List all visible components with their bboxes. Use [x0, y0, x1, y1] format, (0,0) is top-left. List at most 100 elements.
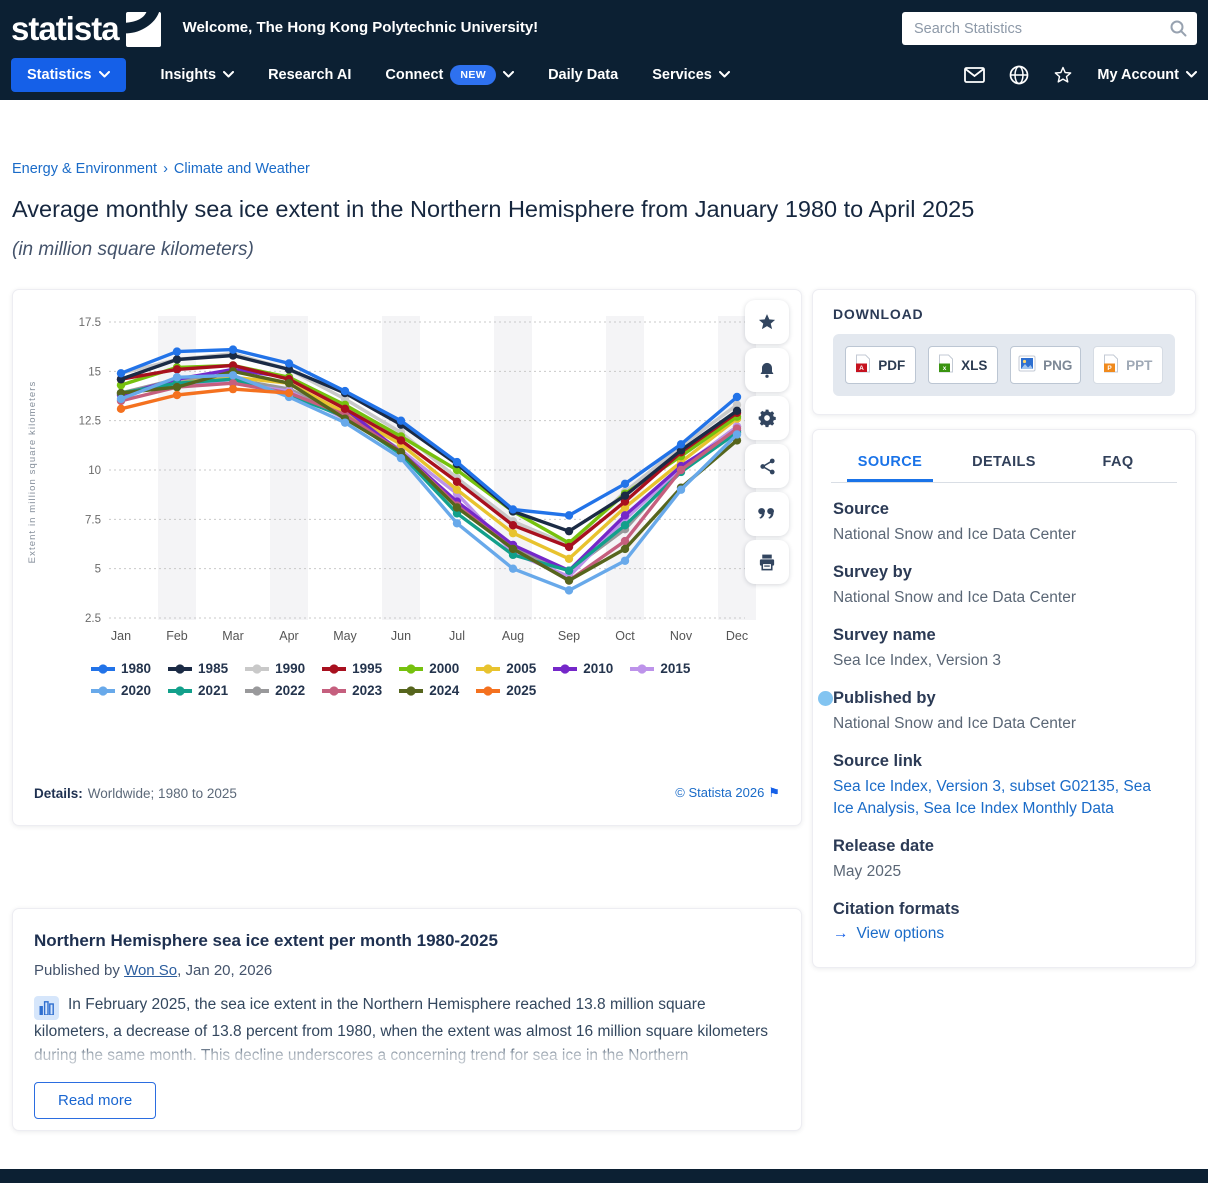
published-by-prefix: Published by: [34, 962, 125, 979]
download-card: DOWNLOAD A PDF x XLS PNG P PPT: [812, 289, 1196, 415]
section-source-link: Source link Sea Ice Index, Version 3, sub…: [833, 752, 1175, 820]
svg-text:Apr: Apr: [279, 629, 298, 643]
svg-text:Aug: Aug: [502, 629, 524, 643]
search-input[interactable]: [902, 12, 1197, 45]
svg-text:10: 10: [88, 465, 101, 477]
legend-item-1990[interactable]: 1990: [245, 661, 305, 676]
nav-insights[interactable]: Insights: [160, 67, 235, 83]
legend-item-2000[interactable]: 2000: [399, 661, 459, 676]
svg-text:Mar: Mar: [222, 629, 244, 643]
nav-services-label: Services: [652, 66, 712, 83]
svg-text:17.5: 17.5: [79, 317, 101, 329]
legend-item-2023[interactable]: 2023: [322, 683, 382, 698]
globe-icon[interactable]: [1009, 65, 1029, 85]
author-link[interactable]: Won So: [124, 962, 178, 979]
my-account-menu[interactable]: My Account: [1097, 67, 1197, 83]
section-heading: Published by: [833, 689, 936, 707]
nav-statistics-label: Statistics: [27, 66, 92, 83]
section-value: Sea Ice Index, Version 3: [833, 652, 1002, 669]
svg-text:15: 15: [88, 366, 101, 378]
nav-services[interactable]: Services: [652, 67, 730, 83]
statista-logo-text: statista: [11, 9, 120, 47]
legend-label: 1995: [352, 661, 383, 676]
legend-marker-icon: [322, 685, 347, 696]
nav-research-ai[interactable]: Research AI: [268, 67, 351, 83]
nav-connect[interactable]: Connect NEW: [385, 64, 515, 85]
download-pdf-button[interactable]: A PDF: [845, 346, 916, 384]
breadcrumb-separator: ›: [163, 161, 168, 177]
svg-text:Jul: Jul: [449, 629, 465, 643]
svg-text:Sep: Sep: [558, 629, 580, 643]
legend-label: 2010: [583, 661, 614, 676]
citation-section: Citation formats → View options: [833, 900, 1175, 943]
source-tabs: SOURCE DETAILS FAQ: [833, 448, 1175, 482]
statista-logo[interactable]: statista: [11, 9, 161, 47]
legend-marker-icon: [399, 685, 424, 696]
view-options-link[interactable]: → View options: [833, 925, 1175, 943]
svg-text:12.5: 12.5: [79, 416, 101, 428]
notification-bell-icon[interactable]: [745, 348, 789, 392]
welcome-message: Welcome, The Hong Kong Polytechnic Unive…: [182, 19, 539, 36]
section-heading: Survey by: [833, 563, 912, 581]
source-panel: SOURCE DETAILS FAQ Source National Snow and…: [812, 429, 1196, 968]
legend-item-2025[interactable]: 2025: [476, 683, 536, 698]
section-heading: Release date: [833, 837, 934, 855]
description-text: In February 2025, the sea ice extent in …: [34, 996, 769, 1064]
chevron-down-icon: [503, 71, 515, 78]
statista-logo-mark-icon: [125, 11, 161, 47]
series-2025[interactable]: [116, 384, 294, 414]
tab-source[interactable]: SOURCE: [833, 448, 947, 482]
search-icon[interactable]: [1169, 19, 1188, 38]
print-icon[interactable]: [745, 540, 789, 584]
legend-item-2021[interactable]: 2021: [168, 683, 228, 698]
flag-icon: ⚑: [768, 785, 780, 800]
legend-label: 2020: [121, 683, 152, 698]
tab-details[interactable]: DETAILS: [972, 454, 1036, 470]
new-badge: NEW: [450, 64, 497, 85]
download-xls-button[interactable]: x XLS: [927, 346, 998, 384]
legend-item-2015[interactable]: 2015: [630, 661, 690, 676]
legend-label: 2022: [275, 683, 306, 698]
legend-item-2024[interactable]: 2024: [399, 683, 459, 698]
favorites-star-icon[interactable]: [1053, 65, 1073, 85]
legend-label: 2005: [506, 661, 537, 676]
section-heading: Source: [833, 500, 889, 518]
sea-ice-line-chart[interactable]: 17.5 15 12.5 10 7.5 5 2.5 Jan Feb Mar Apr May Jun Jul…: [23, 304, 791, 655]
legend-item-2020[interactable]: 2020: [91, 683, 151, 698]
share-icon[interactable]: [745, 444, 789, 488]
series-1980[interactable]: [116, 345, 742, 520]
legend-item-1995[interactable]: 1995: [322, 661, 382, 676]
description-title: Northern Hemisphere sea ice extent per m…: [34, 931, 498, 950]
nav-daily-data[interactable]: Daily Data: [548, 67, 618, 83]
section-source: Source National Snow and Ice Data Center: [833, 500, 1175, 546]
legend-marker-icon: [168, 685, 193, 696]
section-survey-by: Survey by National Snow and Ice Data Cent…: [833, 563, 1175, 609]
breadcrumb-energy-environment[interactable]: Energy & Environment: [12, 161, 158, 177]
statista-copyright-link[interactable]: © Statista 2026 ⚑: [675, 785, 780, 800]
legend-item-2005[interactable]: 2005: [476, 661, 536, 676]
cite-quote-icon[interactable]: [745, 492, 789, 536]
legend-item-2022[interactable]: 2022: [245, 683, 305, 698]
legend-label: 1980: [121, 661, 152, 676]
svg-text:2.5: 2.5: [85, 613, 101, 625]
tab-faq[interactable]: FAQ: [1102, 454, 1134, 470]
published-date: , Jan 20, 2026: [177, 962, 273, 979]
section-release-date: Release date May 2025: [833, 837, 1175, 883]
settings-gear-icon[interactable]: [745, 396, 789, 440]
nav-statistics-button[interactable]: Statistics: [11, 57, 127, 92]
svg-text:Jun: Jun: [391, 629, 411, 643]
read-more-button[interactable]: Read more: [34, 1082, 157, 1119]
download-png-button[interactable]: PNG: [1010, 346, 1081, 384]
source-link[interactable]: Sea Ice Index, Version 3, subset G02135,…: [833, 778, 1151, 817]
description-card: Northern Hemisphere sea ice extent per m…: [12, 908, 802, 1131]
legend-item-1980[interactable]: 1980: [91, 661, 151, 676]
breadcrumb-climate-weather[interactable]: Climate and Weather: [173, 161, 310, 177]
download-buttons: A PDF x XLS PNG P PPT: [833, 334, 1175, 396]
download-ppt-button[interactable]: P PPT: [1092, 346, 1163, 384]
legend-item-2010[interactable]: 2010: [553, 661, 613, 676]
source-sections: Source National Snow and Ice Data Center S…: [833, 500, 1175, 883]
mail-icon[interactable]: [964, 66, 986, 83]
chart-legend: 1980 1985 1990 1995 2000: [91, 661, 739, 698]
legend-item-1985[interactable]: 1985: [168, 661, 228, 676]
favorite-star-icon[interactable]: [745, 300, 789, 344]
